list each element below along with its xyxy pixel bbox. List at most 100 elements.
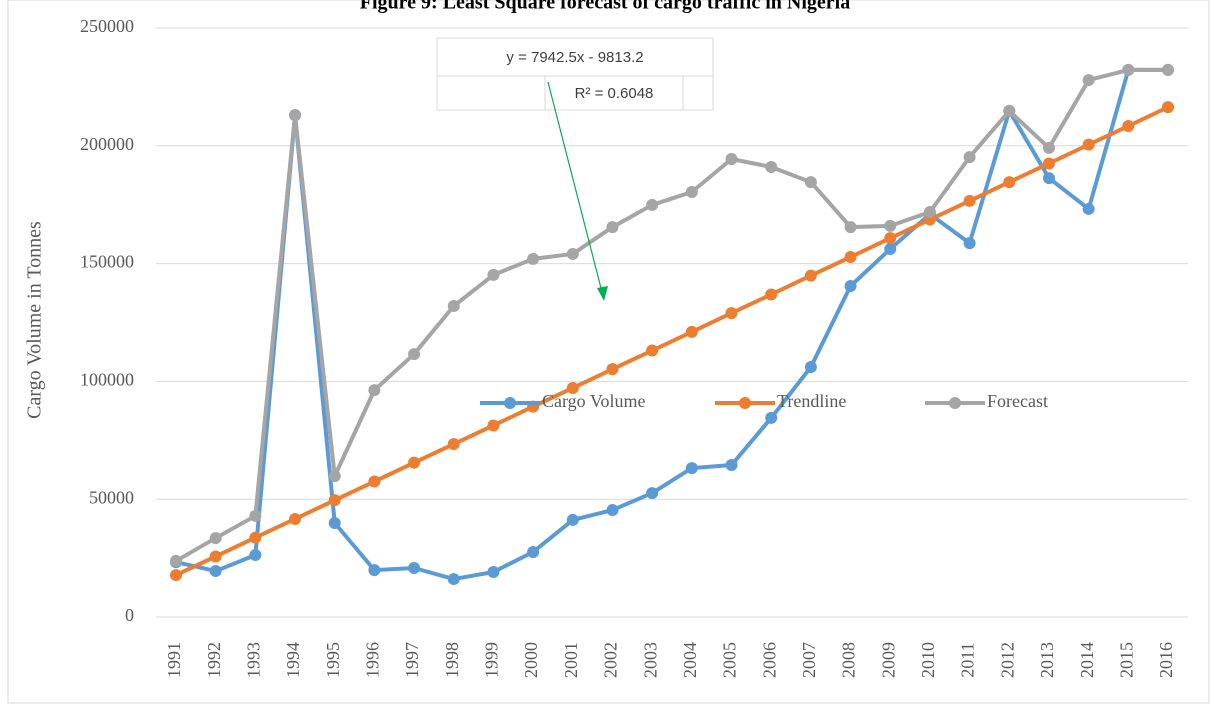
data-point — [923, 206, 936, 219]
data-point — [566, 381, 579, 394]
x-tick-label: 2005 — [720, 642, 740, 678]
data-point — [1162, 63, 1174, 76]
y-tick-label: 50000 — [89, 487, 134, 507]
data-point — [289, 512, 302, 525]
data-point — [566, 247, 579, 260]
data-point — [249, 531, 262, 544]
legend-marker — [504, 397, 516, 409]
x-tick-label: 2012 — [997, 642, 1017, 678]
y-axis-label: Cargo Volume in Tonnes — [24, 221, 46, 419]
data-point — [646, 198, 659, 211]
chart-frame — [7, 0, 1210, 704]
legend-label: Trendline — [777, 391, 846, 411]
series-line — [175, 67, 1168, 582]
data-point — [408, 456, 421, 469]
data-point — [804, 176, 817, 189]
y-tick-label: 150000 — [80, 252, 134, 272]
data-point — [1162, 101, 1174, 114]
data-point — [1122, 120, 1135, 133]
data-point — [646, 344, 659, 357]
x-tick-label: 1997 — [402, 642, 422, 678]
annotation-box — [436, 37, 714, 111]
x-tick-label: 1999 — [482, 642, 502, 678]
data-point — [447, 438, 460, 451]
data-point — [1042, 172, 1055, 185]
chart-title: Figure 9: Least Square forecast of cargo… — [360, 0, 850, 14]
data-point — [725, 307, 738, 320]
data-point — [1042, 141, 1055, 154]
data-point — [209, 532, 222, 545]
x-tick-label: 1998 — [442, 642, 462, 678]
data-point — [527, 252, 540, 265]
data-point — [884, 219, 897, 232]
x-tick-label: 2001 — [561, 642, 581, 678]
arrow-head — [597, 286, 608, 301]
data-point — [963, 237, 976, 250]
x-tick-label: 2000 — [521, 642, 541, 678]
data-point — [844, 251, 857, 264]
legend-label: Forecast — [987, 391, 1048, 411]
data-point — [844, 279, 857, 292]
data-point — [685, 325, 698, 338]
data-point — [447, 300, 460, 313]
legend-label: Cargo Volume — [542, 391, 646, 411]
data-point — [368, 564, 381, 577]
plot-area: 0 50000 100000 150000 200000 250000 1991 1992 19… — [80, 16, 1188, 678]
x-tick-label: 2015 — [1116, 642, 1136, 678]
x-tick-label: 1992 — [204, 642, 224, 678]
x-tick-label: 2013 — [1037, 642, 1057, 678]
data-point — [884, 232, 897, 245]
y-tick-label: 200000 — [80, 134, 134, 154]
data-point — [606, 504, 619, 517]
data-point — [685, 462, 698, 475]
data-point — [804, 361, 817, 374]
y-tick-label: 250000 — [80, 16, 134, 36]
data-point — [170, 569, 182, 582]
data-point — [1003, 104, 1016, 117]
legend-marker — [949, 397, 961, 409]
data-point — [606, 363, 619, 376]
x-tick-label: 1994 — [283, 642, 303, 678]
data-point — [209, 550, 222, 563]
data-point — [765, 288, 778, 301]
data-point — [804, 269, 817, 282]
data-point — [447, 573, 460, 586]
data-point — [1003, 176, 1016, 189]
legend-marker — [739, 397, 751, 409]
data-point — [1042, 157, 1055, 170]
x-tick-label: 1996 — [363, 642, 383, 678]
r-squared: R² = 0.6048 — [575, 85, 654, 102]
data-point — [566, 513, 579, 526]
equation: y = 7942.5x - 9813.2 — [506, 49, 643, 66]
x-tick-label: 2006 — [759, 642, 779, 678]
data-point — [368, 475, 381, 488]
x-tick-label: 2014 — [1077, 642, 1097, 678]
data-point — [963, 151, 976, 164]
data-point — [487, 419, 500, 432]
data-point — [844, 221, 857, 234]
x-tick-label: 2010 — [918, 642, 938, 678]
data-point — [368, 384, 381, 397]
x-tick-label: 1991 — [164, 642, 184, 678]
annotation-arrow — [547, 81, 603, 293]
x-tick-label: 2004 — [680, 642, 700, 678]
data-point — [170, 554, 182, 567]
data-point — [487, 566, 500, 579]
data-point — [765, 161, 778, 174]
y-tick-label: 0 — [125, 605, 134, 625]
data-point — [725, 152, 738, 165]
data-point — [249, 549, 262, 562]
data-point — [606, 221, 619, 234]
data-point — [209, 565, 222, 578]
data-point — [328, 470, 341, 483]
data-point — [646, 487, 659, 500]
data-point — [1122, 63, 1135, 76]
series-line — [175, 67, 1168, 563]
data-point — [1082, 74, 1095, 87]
series-line — [175, 105, 1169, 577]
data-point — [765, 411, 778, 424]
x-tick-label: 2016 — [1156, 642, 1176, 678]
data-point — [527, 545, 540, 558]
data-point — [1082, 138, 1095, 151]
x-tick-label: 2009 — [878, 642, 898, 678]
